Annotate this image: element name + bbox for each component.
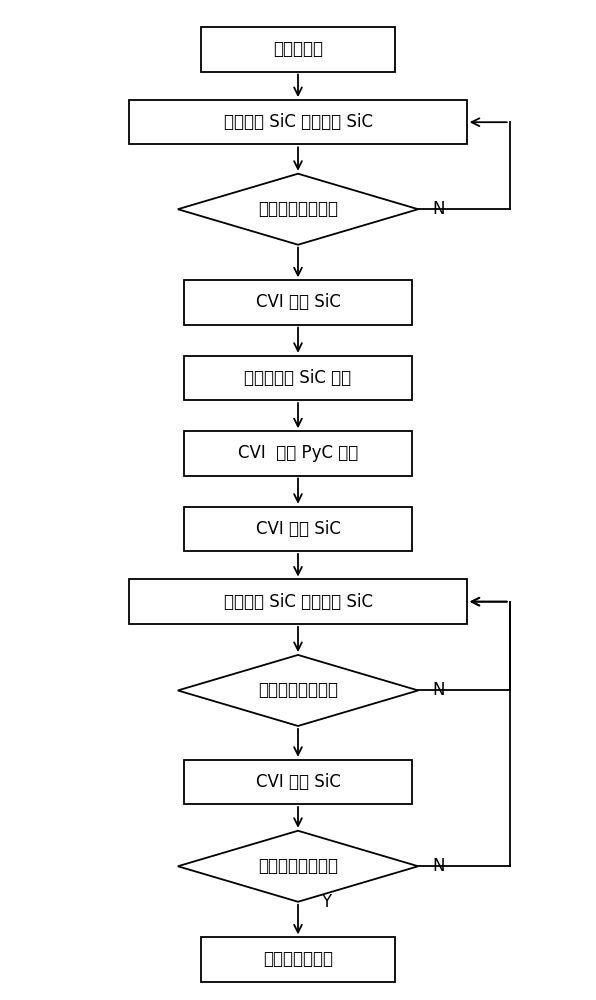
Text: N: N bbox=[433, 681, 445, 699]
Bar bbox=[129, 100, 467, 144]
Bar bbox=[184, 431, 412, 476]
Text: 是否达到预定厚度: 是否达到预定厚度 bbox=[258, 681, 338, 699]
Text: 空心石墨管: 空心石墨管 bbox=[273, 40, 323, 58]
Text: 流延挂浆 SiC 晶须结合 SiC: 流延挂浆 SiC 晶须结合 SiC bbox=[224, 113, 372, 131]
Text: Y: Y bbox=[321, 893, 331, 911]
Bar bbox=[201, 27, 395, 72]
Text: N: N bbox=[433, 857, 445, 875]
Bar bbox=[129, 579, 467, 624]
Polygon shape bbox=[178, 831, 418, 902]
Text: 脱去空心石墨管: 脱去空心石墨管 bbox=[263, 950, 333, 968]
Bar bbox=[201, 937, 395, 982]
Polygon shape bbox=[178, 655, 418, 726]
Text: CVI  沉积 PyC 界面: CVI 沉积 PyC 界面 bbox=[238, 444, 358, 462]
Bar bbox=[184, 507, 412, 551]
Bar bbox=[184, 280, 412, 325]
Text: CVI 沉积 SiC: CVI 沉积 SiC bbox=[256, 293, 340, 311]
Text: N: N bbox=[433, 200, 445, 218]
Bar bbox=[184, 760, 412, 804]
Polygon shape bbox=[178, 174, 418, 245]
Text: 是否达到预定厚度: 是否达到预定厚度 bbox=[258, 200, 338, 218]
Text: 在管上编织 SiC 纤维: 在管上编织 SiC 纤维 bbox=[244, 369, 352, 387]
Text: 流延挂浆 SiC 晶须结合 SiC: 流延挂浆 SiC 晶须结合 SiC bbox=[224, 593, 372, 611]
Bar bbox=[184, 356, 412, 400]
Text: 是否达到设计要求: 是否达到设计要求 bbox=[258, 857, 338, 875]
Text: CVI 沉积 SiC: CVI 沉积 SiC bbox=[256, 520, 340, 538]
Text: CVI 沉积 SiC: CVI 沉积 SiC bbox=[256, 773, 340, 791]
